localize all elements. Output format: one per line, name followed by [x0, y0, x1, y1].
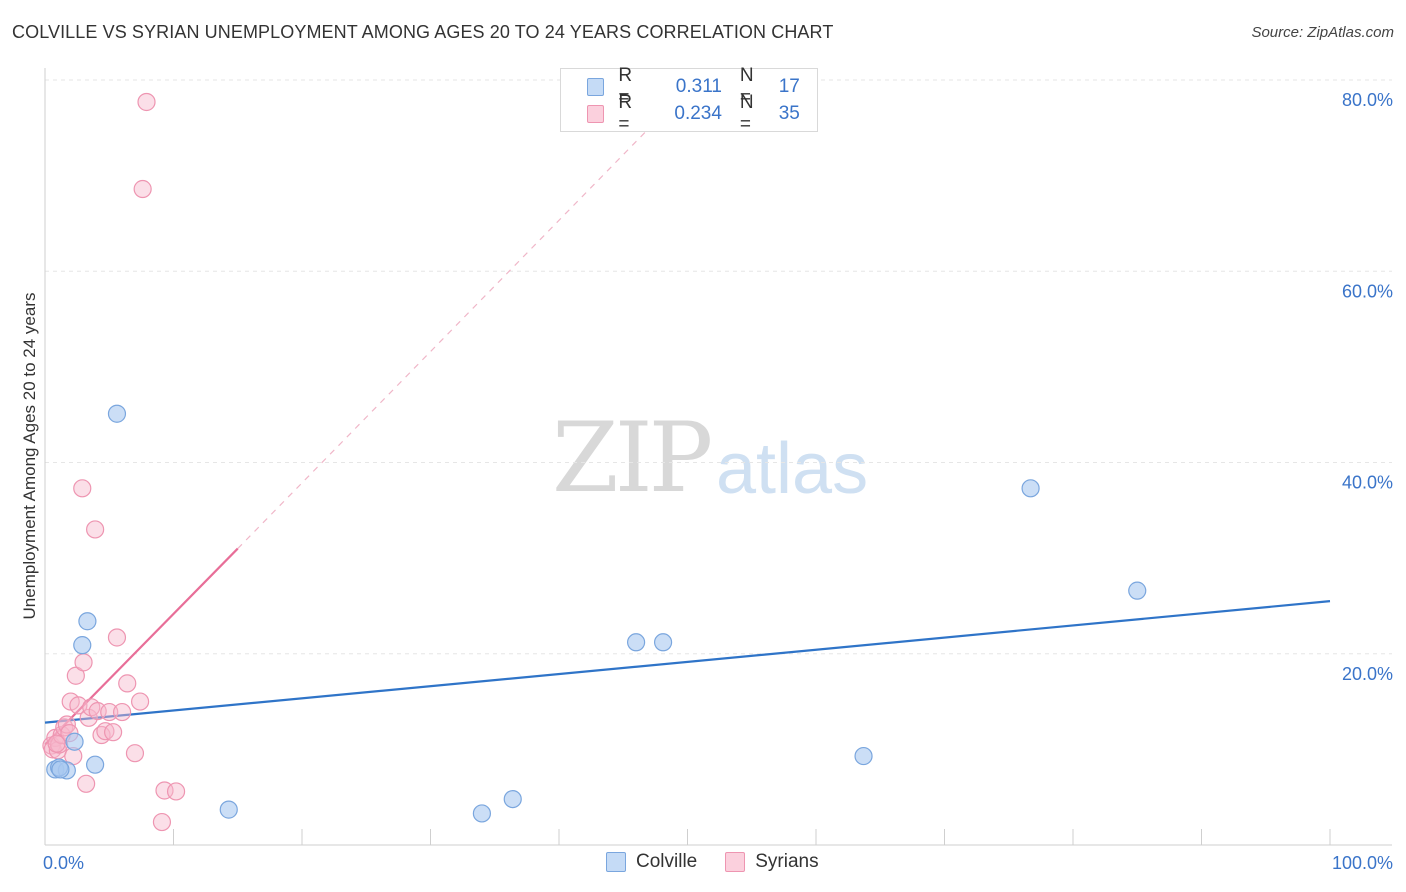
syrians-point[interactable] — [133, 179, 152, 199]
syrians-legend-swatch — [725, 852, 746, 872]
colville-r-label: R = — [618, 65, 633, 108]
colville-point[interactable] — [65, 732, 84, 751]
colville-r-value: 0.311 — [675, 76, 722, 97]
syrians-point[interactable] — [125, 744, 145, 763]
colville-trend-line — [44, 600, 1331, 724]
y-tick-label-60: 60.0% — [1342, 281, 1393, 301]
watermark-zip: ZIP — [552, 402, 713, 514]
syrians-n-value: 35 — [778, 103, 800, 124]
syrians-legend-label: Syrians — [755, 851, 819, 872]
colville-point[interactable] — [219, 800, 238, 819]
y-axis-label: Unemployment Among Ages 20 to 24 years — [20, 292, 39, 620]
axes — [44, 68, 1392, 846]
syrians-point[interactable] — [118, 674, 137, 693]
syrians-point[interactable] — [130, 692, 150, 711]
trend-lines — [44, 108, 1331, 746]
colville-n-label: N = — [739, 65, 754, 108]
legend-item-syrians[interactable]: Syrians — [725, 851, 819, 873]
colville-legend-label: Colville — [636, 851, 698, 872]
series-legend: Colville Syrians — [606, 851, 847, 873]
syrians-point[interactable] — [96, 722, 115, 741]
legend-row-syrians: R = 0.234 N = 35 — [587, 92, 817, 135]
colville-point[interactable] — [503, 789, 522, 809]
syrians-point[interactable] — [100, 702, 119, 722]
x-tick-label-0: 0.0% — [43, 853, 84, 873]
data-points — [42, 92, 1147, 832]
syrians-point[interactable] — [73, 479, 92, 498]
syrians-point[interactable] — [112, 702, 132, 722]
syrians-point[interactable] — [166, 782, 186, 801]
colville-point[interactable] — [86, 755, 105, 774]
x-tick-label-100: 100.0% — [1332, 853, 1393, 873]
syrians-point[interactable] — [74, 653, 93, 672]
syrians-point[interactable] — [47, 734, 66, 753]
colville-point[interactable] — [1021, 479, 1040, 498]
syrians-point[interactable] — [107, 628, 127, 647]
source-label: Source: ZipAtlas.com — [1251, 24, 1394, 41]
syrians-swatch — [587, 105, 605, 123]
syrians-point[interactable] — [86, 520, 105, 539]
syrians-r-label: R = — [618, 92, 633, 135]
colville-point[interactable] — [854, 746, 873, 766]
legend-item-colville[interactable]: Colville — [606, 851, 697, 873]
syrians-point[interactable] — [137, 92, 156, 112]
colville-point[interactable] — [51, 760, 70, 779]
tick-labels: 20.0% 40.0% 60.0% 80.0% 0.0% 100.0% — [43, 90, 1393, 873]
colville-point[interactable] — [653, 633, 673, 652]
colville-point[interactable] — [78, 612, 97, 631]
y-tick-label-80: 80.0% — [1342, 90, 1393, 110]
colville-point[interactable] — [626, 633, 646, 652]
y-tick-label-40: 40.0% — [1342, 473, 1393, 493]
syrians-trend-extension — [237, 108, 669, 549]
syrians-point[interactable] — [104, 723, 123, 742]
syrians-n-label: N = — [739, 92, 754, 135]
watermark-atlas: atlas — [716, 429, 869, 509]
colville-point[interactable] — [1128, 581, 1147, 600]
legend-row-colville: R = 0.311 N = 17 — [587, 65, 817, 108]
colville-point[interactable] — [107, 404, 127, 423]
syrians-point[interactable] — [77, 774, 96, 793]
syrians-r-value: 0.234 — [674, 103, 722, 124]
grid-lines — [45, 79, 1392, 655]
y-tick-label-20: 20.0% — [1342, 664, 1393, 684]
syrians-point[interactable] — [66, 666, 85, 685]
correlation-legend: R = 0.311 N = 17 R = 0.234 N = 35 — [560, 65, 818, 135]
syrians-point[interactable] — [79, 708, 98, 727]
syrians-point[interactable] — [152, 812, 172, 832]
colville-swatch — [587, 78, 605, 96]
colville-point[interactable] — [472, 804, 491, 823]
colville-point[interactable] — [73, 636, 92, 655]
colville-legend-swatch — [606, 852, 626, 872]
syrians-point[interactable] — [55, 718, 74, 737]
chart-title: COLVILLE VS SYRIAN UNEMPLOYMENT AMONG AG… — [12, 22, 834, 42]
syrians-trend-line — [44, 547, 239, 746]
colville-n-value: 17 — [778, 76, 800, 97]
